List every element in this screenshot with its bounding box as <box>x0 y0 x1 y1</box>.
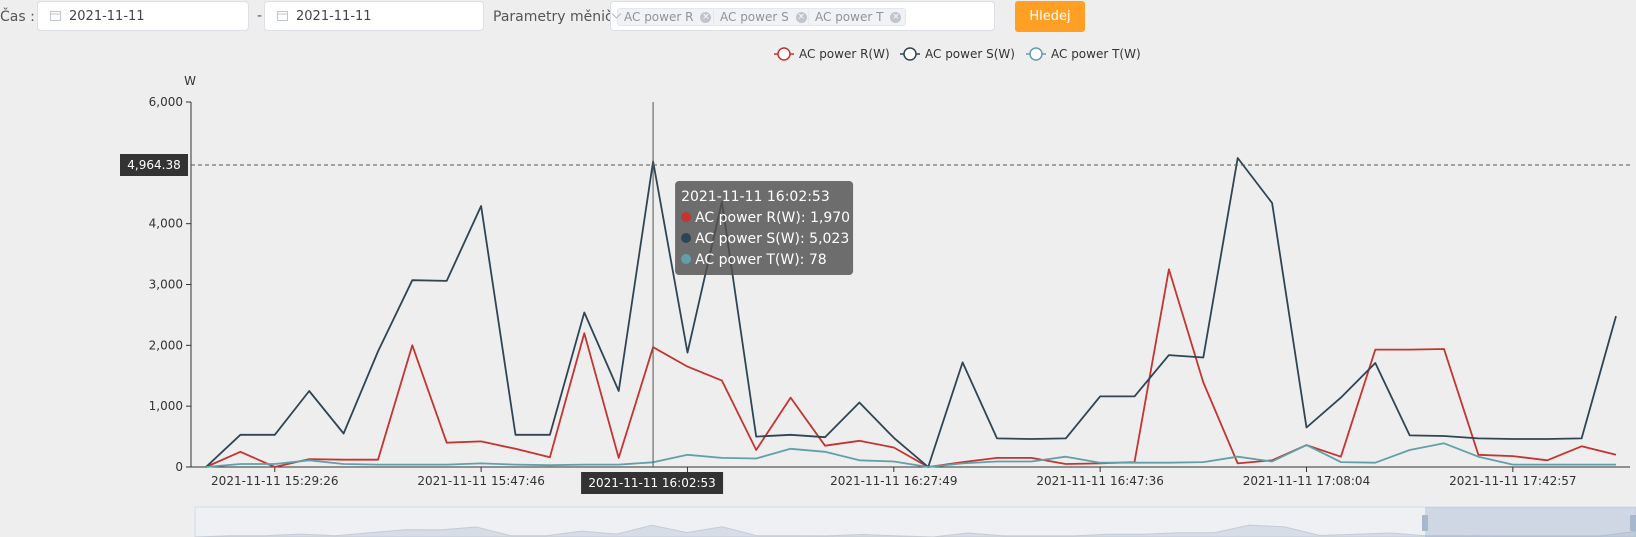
tag-label: AC power S <box>720 10 789 24</box>
tooltip-line: AC power S(W): 5,023 <box>695 231 849 247</box>
y-tick-label: 3,000 <box>149 278 183 292</box>
legend-marker <box>777 47 791 61</box>
legend-label: AC power R(W) <box>799 47 890 61</box>
tooltip-marker <box>681 254 692 264</box>
legend-label: AC power T(W) <box>1051 47 1141 61</box>
tag-close-icon[interactable]: × <box>890 12 902 23</box>
zoom-slider-handle-right[interactable] <box>1630 515 1636 531</box>
x-tick-label: 2021-11-11 16:47:36 <box>1036 474 1163 488</box>
tag-ac-power-t: AC power T × <box>808 8 907 26</box>
series-line-t <box>205 442 1616 468</box>
tooltip-marker <box>681 212 692 222</box>
y-tick-label: 6,000 <box>149 95 183 109</box>
tag-close-icon[interactable]: × <box>795 12 807 23</box>
tooltip-line: AC power T(W): 78 <box>695 252 827 268</box>
x-tick-label: 2021-11-11 15:29:26 <box>211 474 338 488</box>
series-line-r <box>205 268 1617 468</box>
date-to-value: 2021-11-11 <box>296 9 372 24</box>
y-tick-label: 0 <box>175 460 183 474</box>
pointer-y-label-bg <box>120 154 188 177</box>
params-label: Parametry měniče: <box>493 9 626 25</box>
pointer-x-label: 2021-11-11 16:02:53 <box>588 476 715 490</box>
x-tick-label: 2021-11-11 16:27:49 <box>830 474 957 488</box>
zoom-slider-preview <box>194 524 1636 537</box>
search-button[interactable]: Hledej <box>1015 1 1085 32</box>
tooltip-marker <box>681 233 692 243</box>
params-select[interactable]: AC power R × AC power S × AC power T × <box>610 1 995 31</box>
tag-ac-power-r: AC power R × <box>617 8 717 26</box>
y-axis-unit: W <box>184 74 196 88</box>
zoom-slider-handle-left[interactable] <box>1422 515 1428 531</box>
date-separator: - <box>257 8 263 24</box>
x-tick-label: 2021-11-11 15:47:46 <box>417 474 544 488</box>
chevron-down-icon[interactable] <box>611 10 622 21</box>
x-tick-label: 2021-11-11 17:42:57 <box>1449 474 1576 488</box>
date-from-value: 2021-11-11 <box>69 9 145 24</box>
tag-label: AC power R <box>624 10 694 24</box>
toolbar: Čas : 2021-11-11 - 2021-11-11 Parametry … <box>0 0 1636 34</box>
tag-ac-power-s: AC power S × <box>713 8 812 26</box>
calendar-icon <box>277 11 288 21</box>
tooltip-line: AC power R(W): 1,970 <box>695 210 850 226</box>
calendar-icon <box>50 11 61 21</box>
tooltip-title: 2021-11-11 16:02:53 <box>681 189 830 205</box>
pointer-y-label: 4,964.38 <box>127 158 180 172</box>
legend-marker <box>903 47 917 61</box>
y-tick-label: 2,000 <box>149 338 183 352</box>
date-from-input[interactable]: 2021-11-11 <box>37 1 249 31</box>
tooltip-box <box>675 181 854 275</box>
tag-label: AC power T <box>815 10 884 24</box>
series-line-s <box>205 157 1617 468</box>
x-tick-label: 2021-11-11 17:08:04 <box>1243 474 1370 488</box>
time-label: Čas : <box>0 9 35 25</box>
legend-label: AC power S(W) <box>925 47 1015 61</box>
tag-close-icon[interactable]: × <box>700 12 712 23</box>
pointer-x-label-bg <box>581 472 724 494</box>
y-tick-label: 4,000 <box>149 217 183 231</box>
y-tick-label: 1,000 <box>149 399 183 413</box>
legend-marker <box>1029 47 1043 61</box>
date-to-input[interactable]: 2021-11-11 <box>264 1 484 31</box>
zoom-slider-window[interactable] <box>1425 507 1636 537</box>
